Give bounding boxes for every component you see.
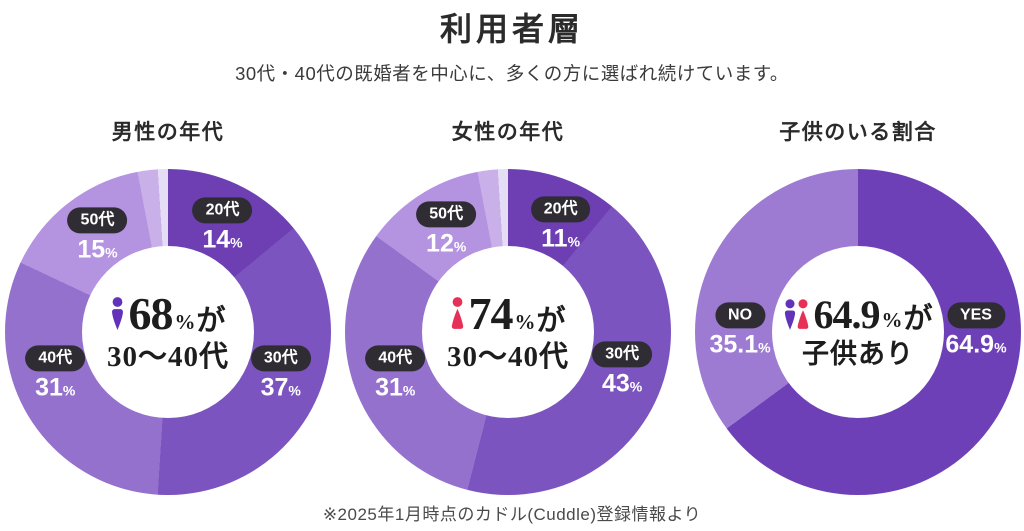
center-suffix: が [903, 302, 933, 335]
chart-title-has-children: 子供のいる割合 [779, 121, 937, 144]
segment-percent: 15% [77, 235, 118, 264]
segment-name-pill: 50代 [67, 207, 128, 234]
segment-label: 50代 12% [416, 201, 477, 258]
center-icons [783, 298, 810, 331]
center-line2: 30〜40代 [446, 340, 569, 373]
center-headline: 68 % が [110, 287, 226, 339]
donut-women-age: 74 % が 30〜40代 20代 11% 30代 43% 40代 31% 50代 12% [345, 169, 671, 495]
segment-label: 20代 14% [192, 197, 253, 254]
chart-men-age: 男性の年代 68 % が 30〜40代 20代 14% 30代 37% 40 [5, 118, 331, 498]
segment-percent: 64.9% [945, 330, 1007, 359]
chart-title-women-age: 女性の年代 [451, 121, 565, 144]
segment-label: 40代 31% [25, 345, 86, 402]
segment-label: 50代 15% [67, 207, 128, 264]
donut-center: 68 % が 30〜40代 [82, 246, 254, 418]
male-person-icon [785, 298, 796, 330]
segment-name-pill: 20代 [192, 197, 253, 224]
segment-percent: 43% [601, 369, 643, 398]
center-percent-sign: % [174, 309, 196, 334]
female-person-icon [798, 298, 809, 329]
segment-percent: 11% [541, 224, 581, 253]
donut-has-children: 64.9 % が 子供あり YES 64.9% NO 35.1% [695, 169, 1021, 495]
segment-label: 40代 31% [365, 345, 426, 402]
center-line2: 30〜40代 [106, 340, 229, 373]
chart-title-men-age: 男性の年代 [111, 121, 225, 144]
chart-women-age: 女性の年代 74 % が 30〜40代 20代 11% 30代 43% 40 [345, 118, 671, 498]
segment-label: NO 35.1% [709, 302, 771, 359]
segment-label: 30代 37% [250, 345, 311, 402]
segment-name-pill: 40代 [25, 345, 86, 372]
segment-percent: 14% [202, 225, 243, 254]
segment-name-pill: 30代 [250, 345, 311, 372]
segment-percent: 35.1% [709, 330, 771, 359]
center-number: 74 [468, 287, 513, 339]
donut-center: 64.9 % が 子供あり [772, 246, 944, 418]
donut-center: 74 % が 30〜40代 [422, 246, 594, 418]
center-suffix: が [196, 304, 226, 337]
male-person-icon [112, 296, 124, 330]
segment-name-pill: 30代 [592, 341, 653, 368]
footnote: ※2025年1月時点のカドル(Cuddle)登録情報より [322, 505, 702, 524]
segment-percent: 12% [426, 229, 467, 258]
segment-name-pill: 50代 [416, 201, 477, 228]
segment-label: 30代 43% [592, 341, 653, 398]
chart-has-children: 子供のいる割合 64.9 % [695, 118, 1021, 498]
donut-men-age: 68 % が 30〜40代 20代 14% 30代 37% 40代 31% 50代 15% [5, 169, 331, 495]
segment-name-pill: NO [715, 302, 766, 329]
female-person-icon [452, 296, 464, 329]
segment-name-pill: 20代 [530, 196, 591, 223]
segment-labels: 20代 11% 30代 43% 40代 31% 50代 12% [345, 169, 671, 495]
page-subtitle: 30代・40代の既婚者を中心に、多くの方に選ばれ続けています。 [235, 63, 789, 84]
center-headline: 64.9 % が [783, 291, 933, 337]
center-percent-sign: % [881, 307, 903, 332]
segment-percent: 37% [260, 373, 301, 402]
segment-labels: 20代 14% 30代 37% 40代 31% 50代 15% [5, 169, 331, 495]
segment-label: 20代 11% [530, 196, 591, 253]
segment-labels: YES 64.9% NO 35.1% [695, 169, 1021, 495]
center-line2: 子供あり [802, 338, 914, 369]
center-number: 64.9 [813, 291, 880, 337]
center-headline: 74 % が [450, 287, 566, 339]
segment-name-pill: 40代 [365, 345, 426, 372]
center-icons [450, 296, 465, 331]
center-icons [110, 296, 125, 331]
center-percent-sign: % [514, 309, 536, 334]
segment-name-pill: YES [946, 302, 1005, 329]
center-number: 68 [128, 287, 173, 339]
segment-percent: 31% [375, 373, 416, 402]
segment-label: YES 64.9% [945, 302, 1007, 359]
page-title: 利用者層 [439, 11, 584, 47]
segment-percent: 31% [35, 373, 76, 402]
center-suffix: が [536, 304, 566, 337]
